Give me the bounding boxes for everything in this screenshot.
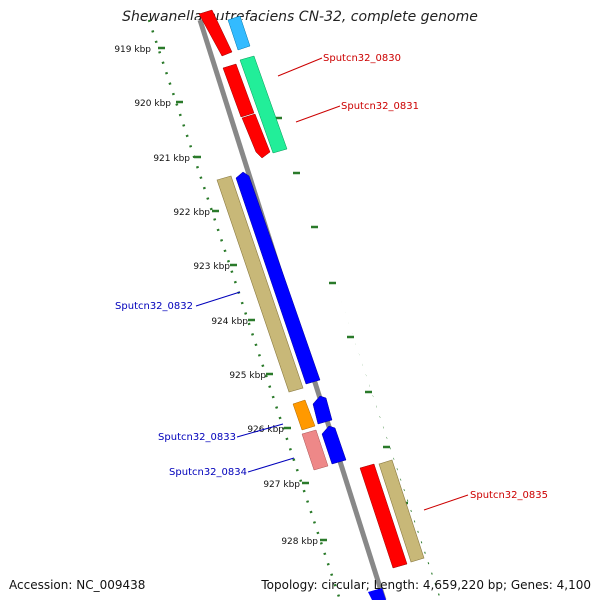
feature-blue-bottom[interactable] (368, 588, 386, 600)
gene-label-0830[interactable]: Sputcn32_0830 (323, 53, 401, 64)
feature-red-top[interactable] (198, 9, 233, 57)
genome-summary-text: Topology: circular; Length: 4,659,220 bp… (261, 578, 591, 592)
gene-label-0834[interactable]: Sputcn32_0834 (169, 467, 247, 478)
tick-label-926: 926 kbp (247, 425, 284, 435)
tick-label-925: 925 kbp (229, 371, 266, 381)
feature-pink-0834[interactable] (301, 429, 329, 471)
feature-blue-small-1[interactable] (312, 395, 333, 425)
tick-label-927: 927 kbp (263, 480, 300, 490)
feature-green-0830[interactable] (239, 55, 288, 154)
gene-label-0833[interactable]: Sputcn32_0833 (158, 432, 236, 443)
feature-olive-0835[interactable] (378, 459, 425, 563)
tick-label-919: 919 kbp (114, 45, 151, 55)
tick-label-922: 922 kbp (173, 208, 210, 218)
tick-label-923: 923 kbp (193, 262, 230, 272)
feature-blue-long[interactable] (235, 171, 321, 385)
feature-orange-0833[interactable] (292, 399, 316, 431)
tick-label-920: 920 kbp (134, 99, 171, 109)
callout-0833 (236, 423, 284, 438)
feature-red-0835[interactable] (359, 463, 408, 569)
callout-0831 (295, 105, 341, 123)
callout-0832 (195, 291, 241, 307)
feature-red-0831[interactable] (241, 113, 271, 159)
tick-label-928: 928 kbp (281, 537, 318, 547)
feature-blue-small-2[interactable] (321, 425, 347, 465)
tick-label-924: 924 kbp (211, 317, 248, 327)
callout-0834 (247, 457, 295, 473)
tick-label-921: 921 kbp (153, 154, 190, 164)
feature-olive-0832[interactable] (216, 175, 304, 393)
gene-label-0835[interactable]: Sputcn32_0835 (470, 490, 548, 501)
accession-text: Accession: NC_009438 (9, 578, 146, 592)
gene-label-0831[interactable]: Sputcn32_0831 (341, 101, 419, 112)
gene-label-0832[interactable]: Sputcn32_0832 (115, 301, 193, 312)
callout-0835 (423, 494, 469, 511)
feature-cyan-top[interactable] (227, 15, 251, 51)
callout-0830 (277, 57, 323, 77)
feature-red-0830[interactable] (222, 63, 255, 118)
